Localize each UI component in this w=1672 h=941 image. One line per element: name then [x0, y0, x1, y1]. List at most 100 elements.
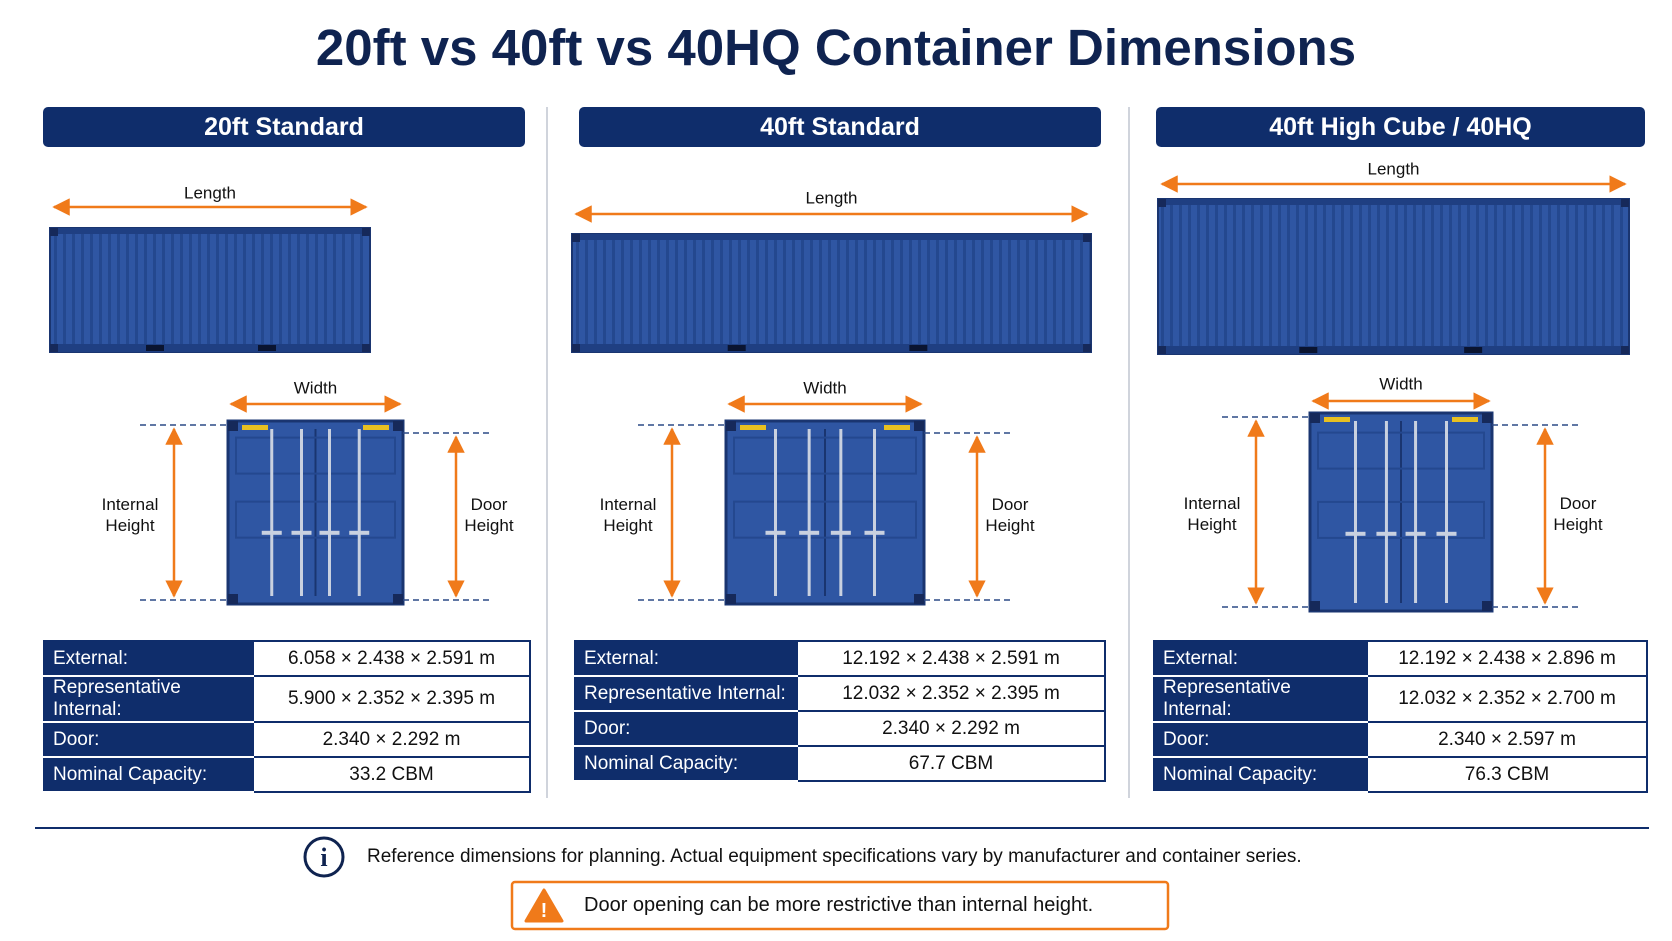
door-height-label: Door Height: [464, 494, 514, 535]
spec-value: 2.340 × 2.292 m: [796, 710, 1106, 747]
fork-pocket: [909, 345, 928, 351]
handle: [1345, 531, 1366, 536]
top-rail: [572, 234, 1091, 240]
corner-casting: [1083, 234, 1091, 242]
door-height-label: Door Height: [1553, 494, 1603, 534]
spec-value: 12.192 × 2.438 × 2.591 m: [796, 640, 1106, 677]
length-label: Length: [805, 188, 858, 208]
column-header: 20ft Standard: [43, 107, 525, 147]
corner-casting: [1482, 601, 1492, 611]
door-panel: [733, 500, 917, 539]
handle: [1405, 531, 1426, 536]
corner-casting: [228, 421, 238, 431]
handle: [349, 530, 370, 535]
corner-casting: [393, 421, 403, 431]
spec-value: 33.2 CBM: [252, 756, 531, 793]
spec-value: 6.058 × 2.438 × 2.591 m: [252, 640, 531, 677]
container-side: [49, 227, 371, 353]
corner-casting: [1083, 344, 1091, 352]
width-label: Width: [293, 378, 338, 398]
spec-row: Representative Internal: 12.032 × 2.352 ×…: [574, 675, 1106, 712]
warning-sticker: [363, 425, 389, 430]
spec-label: Door:: [1153, 721, 1368, 758]
warning-sticker: [1452, 417, 1478, 422]
bottom-rail: [572, 344, 1091, 352]
handle: [765, 530, 786, 535]
warning-sticker: [242, 425, 268, 430]
internal-height-label: Internal Height: [101, 494, 159, 535]
corner-casting: [1621, 346, 1629, 354]
corner-casting: [914, 594, 924, 604]
corner-casting: [1158, 199, 1166, 207]
note: Reference dimensions for planning. Actua…: [367, 846, 1302, 867]
spec-label: Representative Internal:: [1153, 675, 1368, 723]
spec-value: 12.032 × 2.352 × 2.395 m: [796, 675, 1106, 712]
handle: [261, 530, 282, 535]
door-panel: [235, 436, 396, 475]
container-side: [1157, 198, 1630, 355]
spec-label: Representative Internal:: [574, 675, 798, 712]
spec-value: 76.3 CBM: [1366, 756, 1648, 793]
handle: [864, 530, 885, 535]
container-side: [571, 233, 1092, 353]
spec-row: Nominal Capacity: 33.2 CBM: [43, 756, 531, 793]
spec-row: Nominal Capacity: 76.3 CBM: [1153, 756, 1648, 793]
corner-casting: [50, 344, 58, 352]
door-panel: [1317, 431, 1485, 470]
spec-label: Nominal Capacity:: [1153, 756, 1368, 793]
warning-box: [510, 880, 1170, 931]
spec-label: External:: [43, 640, 254, 677]
door-panel: [235, 500, 396, 539]
fork-pocket: [727, 345, 746, 351]
corner-casting: [1621, 199, 1629, 207]
corner-casting: [572, 234, 580, 242]
corner-casting: [726, 421, 736, 431]
bottom-rail: [1158, 346, 1629, 354]
spec-row: Representative Internal: 12.032 × 2.352 ×…: [1153, 675, 1648, 723]
info-icon: [303, 836, 345, 878]
internal-height-label: Internal Height: [1183, 494, 1241, 534]
corner-casting: [726, 594, 736, 604]
warning: Door opening can be more restrictive tha…: [584, 894, 1094, 916]
warning-sticker: [740, 425, 766, 430]
door-panel: [733, 436, 917, 475]
spec-value: 5.900 × 2.352 × 2.395 m: [252, 675, 531, 723]
spec-label: Nominal Capacity:: [43, 756, 254, 793]
fork-pocket: [1299, 347, 1318, 353]
spec-value: 12.192 × 2.438 × 2.896 m: [1366, 640, 1648, 677]
spec-label: Representative Internal:: [43, 675, 254, 723]
warning-sticker: [884, 425, 910, 430]
warning-sticker: [1324, 417, 1350, 422]
spec-row: Door: 2.340 × 2.292 m: [43, 721, 531, 758]
spec-table: External: 6.058 × 2.438 × 2.591 m Represen…: [43, 640, 531, 793]
info-glyph: i: [320, 843, 327, 872]
length-label: Length: [184, 183, 236, 203]
spec-label: External:: [1153, 640, 1368, 677]
width-label: Width: [803, 378, 847, 398]
length-label: Length: [1367, 159, 1420, 179]
corner-casting: [1310, 413, 1320, 423]
spec-row: External: 12.192 × 2.438 × 2.591 m: [574, 640, 1106, 677]
spec-value: 2.340 × 2.597 m: [1366, 721, 1648, 758]
corner-casting: [50, 228, 58, 236]
spec-row: Door: 2.340 × 2.597 m: [1153, 721, 1648, 758]
handle: [799, 530, 820, 535]
spec-value: 12.032 × 2.352 × 2.700 m: [1366, 675, 1648, 723]
spec-table: External: 12.192 × 2.438 × 2.896 m Represe…: [1153, 640, 1648, 793]
spec-label: External:: [574, 640, 798, 677]
fork-pocket: [146, 345, 164, 351]
column-header: 40ft Standard: [579, 107, 1101, 147]
corner-casting: [1482, 413, 1492, 423]
spec-label: Door:: [43, 721, 254, 758]
top-rail: [1158, 199, 1629, 205]
fork-pocket: [1464, 347, 1483, 353]
corner-casting: [362, 228, 370, 236]
door-panel: [1317, 500, 1485, 539]
spec-value: 67.7 CBM: [796, 745, 1106, 782]
spec-label: Nominal Capacity:: [574, 745, 798, 782]
spec-row: External: 6.058 × 2.438 × 2.591 m: [43, 640, 531, 677]
spec-table: External: 12.192 × 2.438 × 2.591 m Represe…: [574, 640, 1106, 782]
title: 20ft vs 40ft vs 40HQ Container Dimension…: [315, 19, 1357, 76]
